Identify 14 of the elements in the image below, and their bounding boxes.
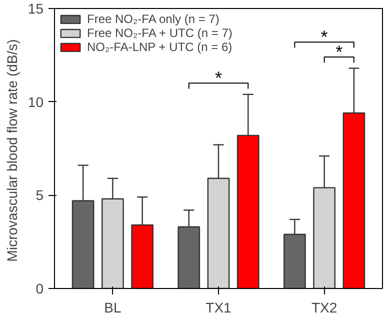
y-tick-label: 10 — [28, 94, 44, 110]
annotation: * — [215, 68, 222, 88]
annotation: * — [320, 27, 328, 48]
legend-label: NO₂-FA-LNP + UTC (n = 6) — [87, 40, 232, 54]
y-axis-title: Microvascular blood flow rate (dB/s) — [4, 39, 20, 262]
legend-label: Free NO₂-FA only (n = 7) — [87, 12, 220, 26]
x-tick-label: TX1 — [206, 300, 232, 316]
y-tick-label: 0 — [36, 280, 44, 296]
x-tick-label: TX2 — [311, 300, 338, 316]
legend-label: Free NO₂-FA + UTC (n = 7) — [87, 26, 232, 40]
x-tick-label: BL — [104, 300, 122, 316]
y-tick-label: 15 — [28, 0, 44, 16]
y-tick-label: 5 — [36, 187, 44, 204]
annotation: * — [336, 42, 343, 62]
